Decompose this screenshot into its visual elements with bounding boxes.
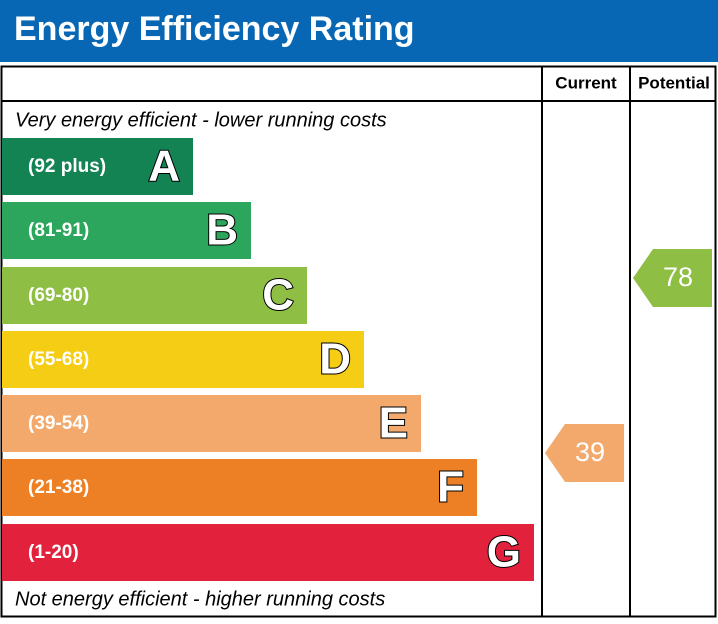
title: Energy Efficiency Rating	[14, 10, 415, 48]
band-range: (1-20)	[28, 542, 79, 563]
potential-value: 78	[663, 262, 693, 292]
header-bar	[0, 0, 718, 62]
band-bar	[2, 202, 251, 259]
band-bar	[2, 267, 307, 324]
band-range: (92 plus)	[28, 156, 106, 177]
potential-header: Potential	[638, 73, 710, 92]
band-letter: C	[262, 271, 294, 320]
band-letter: D	[319, 335, 351, 384]
potential-arrow-shape	[633, 249, 712, 307]
band-letter: F	[437, 463, 464, 512]
band-letter: A	[148, 142, 180, 191]
band-bar	[2, 138, 193, 195]
band-letter: E	[379, 399, 408, 448]
bands: (92 plus) A (81-91) B (69-80) C (55-68) D (39-54…	[2, 138, 534, 581]
band-range: (55-68)	[28, 349, 89, 370]
table-border	[0, 65, 717, 618]
current-value: 39	[575, 437, 605, 467]
potential-arrow: 78	[633, 249, 712, 307]
band-letter: G	[487, 528, 521, 577]
current-arrow: 39	[545, 424, 624, 482]
bottom-note: Not energy efficient - higher running co…	[15, 588, 385, 610]
top-note: Very energy efficient - lower running co…	[15, 109, 387, 131]
current-header: Current	[555, 73, 617, 92]
band-bar	[2, 459, 477, 516]
current-arrow-shape	[545, 424, 624, 482]
band-range: (21-38)	[28, 477, 89, 498]
band-letter: B	[206, 206, 238, 255]
band-range: (81-91)	[28, 220, 89, 241]
band-bar	[2, 331, 364, 388]
band-range: (69-80)	[28, 285, 89, 306]
band-range: (39-54)	[28, 413, 89, 434]
band-bar	[2, 524, 534, 581]
band-bar	[2, 395, 421, 452]
